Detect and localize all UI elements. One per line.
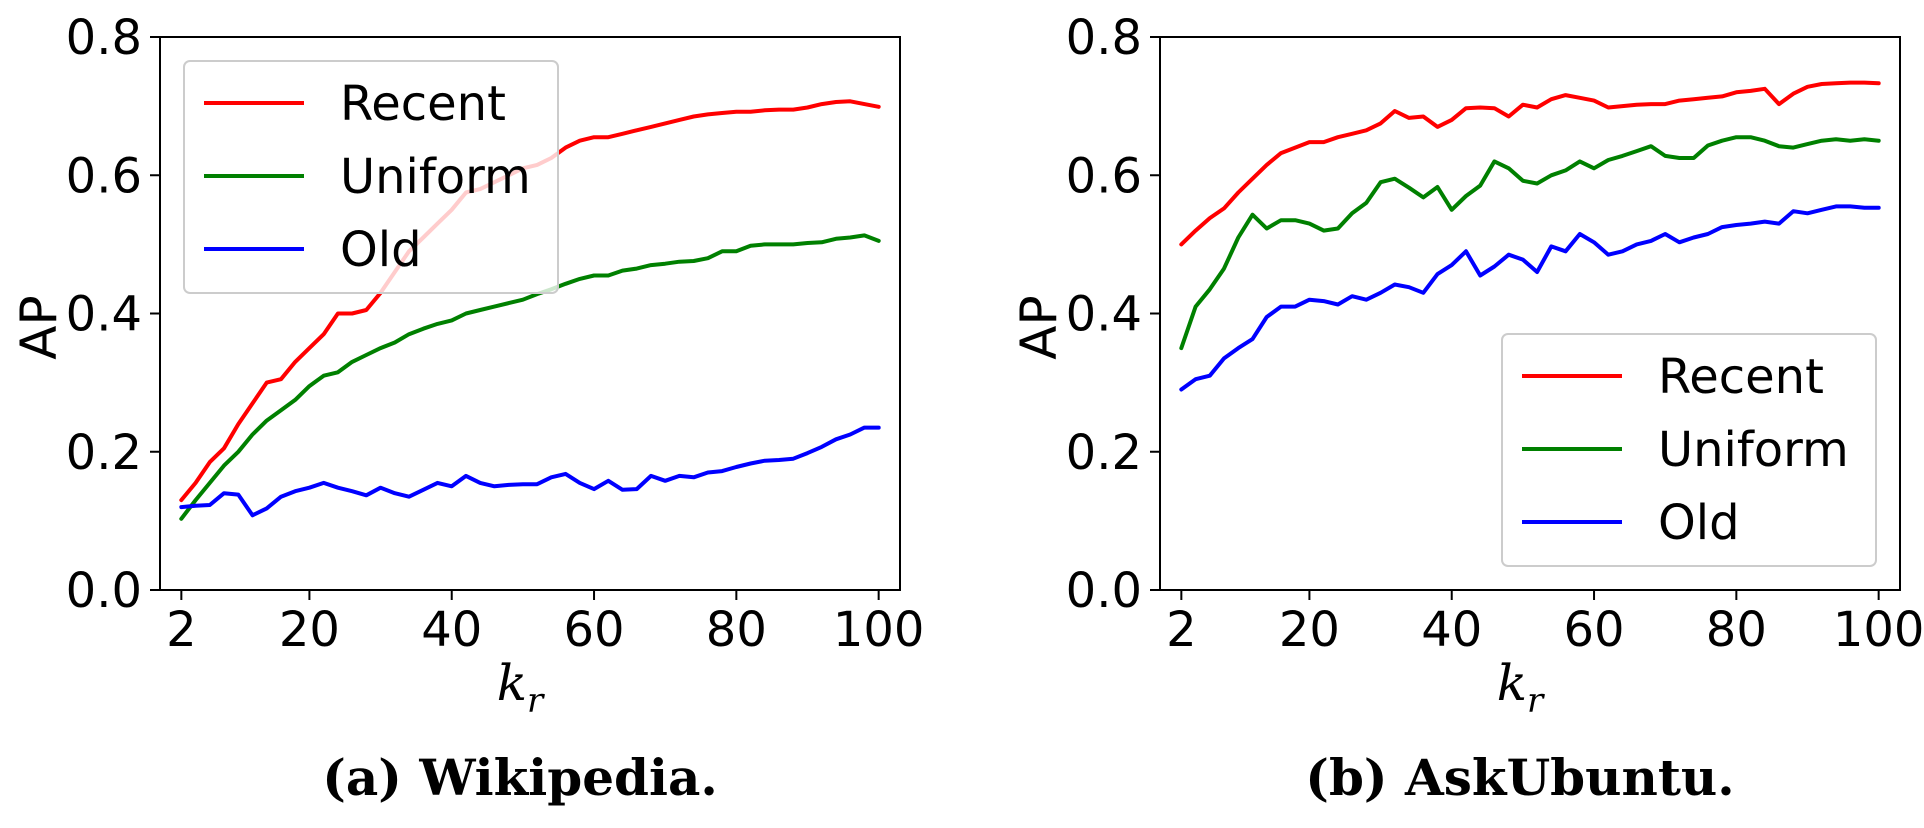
x-tick-label: 40 [421,602,482,658]
series-line-recent [1179,80,1881,247]
y-axis-label: AP [1010,295,1068,359]
legend-label-old: Old [1658,495,1740,551]
y-tick-label: 0.2 [1066,425,1142,481]
y-tick-label: 0.6 [66,148,142,204]
legend-label-recent: Recent [340,76,506,132]
chart-panel-b: 2 20 40 60 80 100 0.0 0.2 0.4 0.6 0.8 AP kr Recent Uni… [1010,10,1924,807]
chart-panel-a: 2 20 40 60 80 100 0.0 0.2 0.4 0.6 0.8 AP kr Recent Uni… [10,10,924,807]
y-axis-label: AP [10,295,68,359]
chart-caption: (a) Wikipedia. [322,748,718,807]
series-line-uniform [1179,135,1881,351]
y-tick-label: 0.4 [1066,287,1142,343]
x-axis-label: kr [497,654,545,721]
legend-label-recent: Recent [1658,349,1824,405]
legend-box [183,60,559,294]
x-tick-label: 2 [1166,602,1197,658]
x-tick-label: 2 [166,602,197,658]
x-tick-label: 60 [1563,602,1624,658]
y-tick-label: 0.4 [66,287,142,343]
y-tick-label: 0.6 [1066,148,1142,204]
y-tick-label: 0.8 [1066,10,1142,66]
y-tick-label: 0.8 [66,10,142,66]
x-tick-label: 20 [1279,602,1340,658]
series-line-uniform [179,233,881,521]
y-tick-label: 0.2 [66,425,142,481]
legend-box [1501,333,1877,567]
x-tick-label: 100 [833,602,925,658]
x-tick-label: 80 [1706,602,1767,658]
x-tick-label: 40 [1421,602,1482,658]
chart-caption: (b) AskUbuntu. [1305,748,1734,807]
legend: Recent Uniform Old [1501,333,1877,567]
x-tick-label: 60 [563,602,624,658]
x-tick-label: 100 [1833,602,1924,658]
y-tick-label: 0.0 [1066,563,1142,619]
x-tick-label: 80 [706,602,767,658]
x-tick-label: 20 [279,602,340,658]
series-line-old [179,425,881,518]
y-tick-label: 0.0 [66,563,142,619]
legend: Recent Uniform Old [183,60,559,294]
x-axis-label: kr [1497,654,1545,721]
series-line-old [1179,204,1881,392]
legend-label-old: Old [340,222,422,278]
legend-label-uniform: Uniform [340,149,531,205]
legend-label-uniform: Uniform [1658,422,1849,478]
